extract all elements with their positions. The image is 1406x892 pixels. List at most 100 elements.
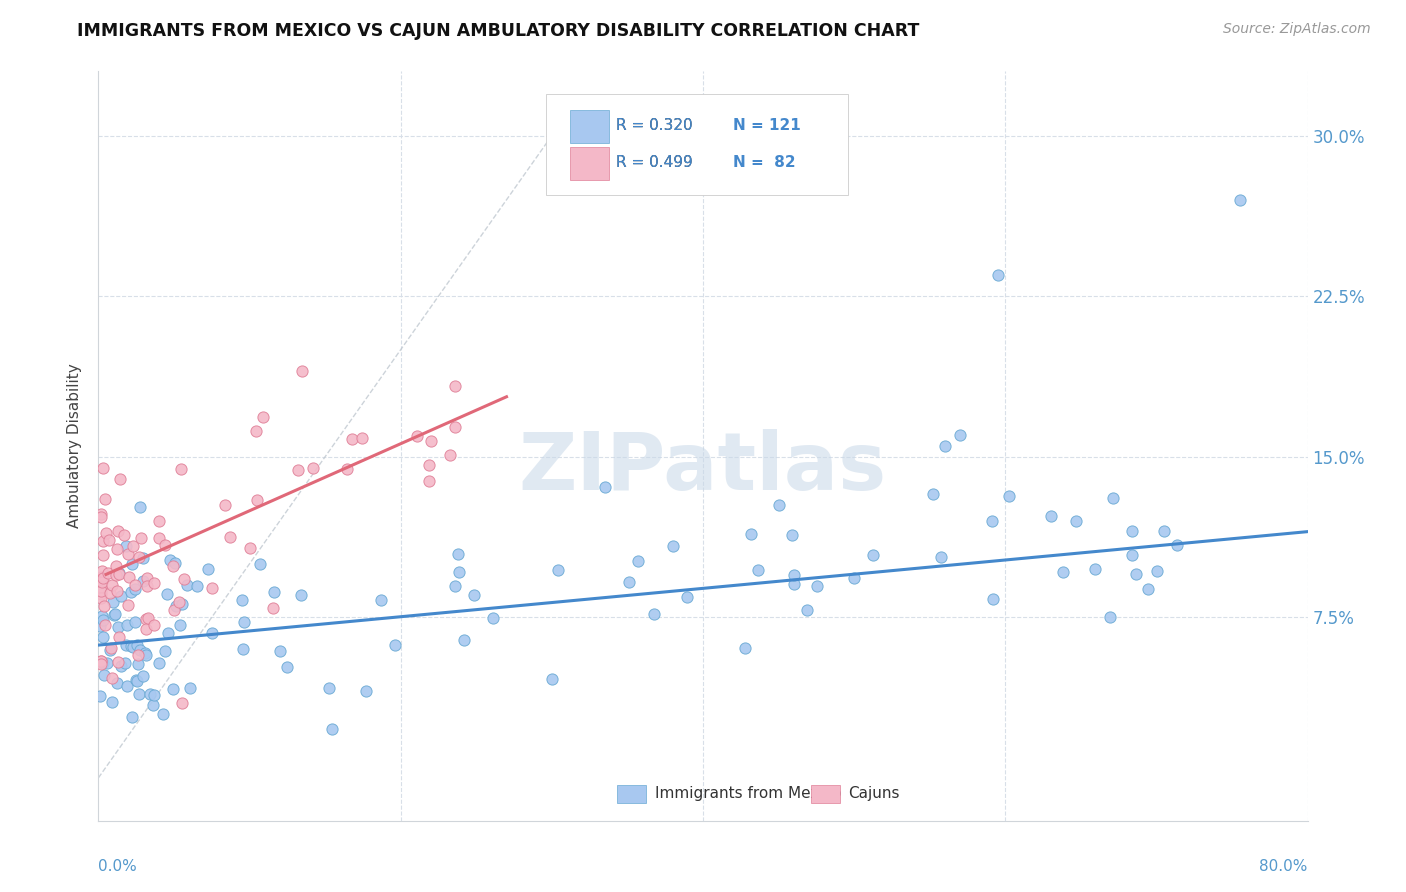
Point [200,581,222,595]
Point [163,603,186,617]
Point [110,589,132,603]
Point [105,541,128,556]
FancyBboxPatch shape [617,785,647,803]
Point [740,526,762,541]
Point [1166,538,1188,552]
Point [934,439,956,453]
Point [93,668,115,682]
Point [162,682,184,697]
Point [124,673,146,687]
Point [173,572,195,586]
Point [165,599,187,613]
Point [142,575,165,590]
Point [165,556,187,570]
Point [90,580,112,594]
Point [115,540,138,554]
Point [105,584,128,599]
Point [447,548,470,562]
Point [89,618,111,632]
Point [90,587,112,601]
Point [263,585,285,599]
Point [420,434,443,448]
Point [231,593,253,607]
Point [340,432,363,446]
Point [370,593,392,607]
Point [768,498,790,512]
Point [125,638,148,652]
Point [132,669,155,683]
Point [439,448,461,462]
Point [104,558,127,573]
FancyBboxPatch shape [546,94,848,195]
Point [249,558,271,572]
Point [90,564,112,578]
Point [1121,548,1143,562]
Point [90,591,112,605]
Point [929,549,952,564]
Point [269,644,291,658]
Text: N = 121: N = 121 [734,118,801,133]
Point [302,460,325,475]
Point [796,603,818,617]
Point [862,548,884,562]
Point [107,655,129,669]
Point [153,538,176,552]
Point [541,672,564,686]
Point [108,566,131,580]
Point [127,657,149,672]
Point [91,549,114,563]
Point [128,549,150,564]
Point [1066,514,1088,528]
Point [406,429,429,443]
Point [449,566,471,580]
Text: Source: ZipAtlas.com: Source: ZipAtlas.com [1223,22,1371,37]
Point [107,567,129,582]
Point [110,658,132,673]
Text: 80.0%: 80.0% [1260,859,1308,874]
Point [780,528,803,542]
Point [186,578,208,592]
Point [90,573,112,587]
Point [104,607,127,622]
Point [129,500,152,515]
Point [287,462,309,476]
Point [1052,565,1074,579]
Point [115,638,138,652]
Point [143,617,166,632]
Point [593,480,616,494]
Point [129,531,152,545]
Point [453,632,475,647]
Point [1125,566,1147,581]
Point [643,607,665,621]
Point [134,646,156,660]
Point [981,592,1004,607]
Point [124,582,146,596]
Point [135,622,157,636]
Point [148,657,170,671]
Point [107,620,129,634]
Point [124,578,146,592]
Text: Cajuns: Cajuns [848,786,900,801]
Point [172,598,194,612]
Point [121,540,143,554]
Point [101,671,124,685]
Point [262,600,284,615]
Point [136,571,159,585]
Point [103,607,125,622]
Point [167,595,190,609]
Point [94,618,117,632]
Point [90,583,112,598]
Point [981,514,1004,528]
Point [252,409,274,424]
Point [91,534,114,549]
Point [627,554,650,568]
Point [132,551,155,566]
Point [201,626,224,640]
FancyBboxPatch shape [569,147,609,180]
Point [101,695,124,709]
Point [662,539,685,553]
Point [1102,491,1125,505]
Point [291,364,314,378]
Point [444,579,467,593]
Point [132,574,155,589]
